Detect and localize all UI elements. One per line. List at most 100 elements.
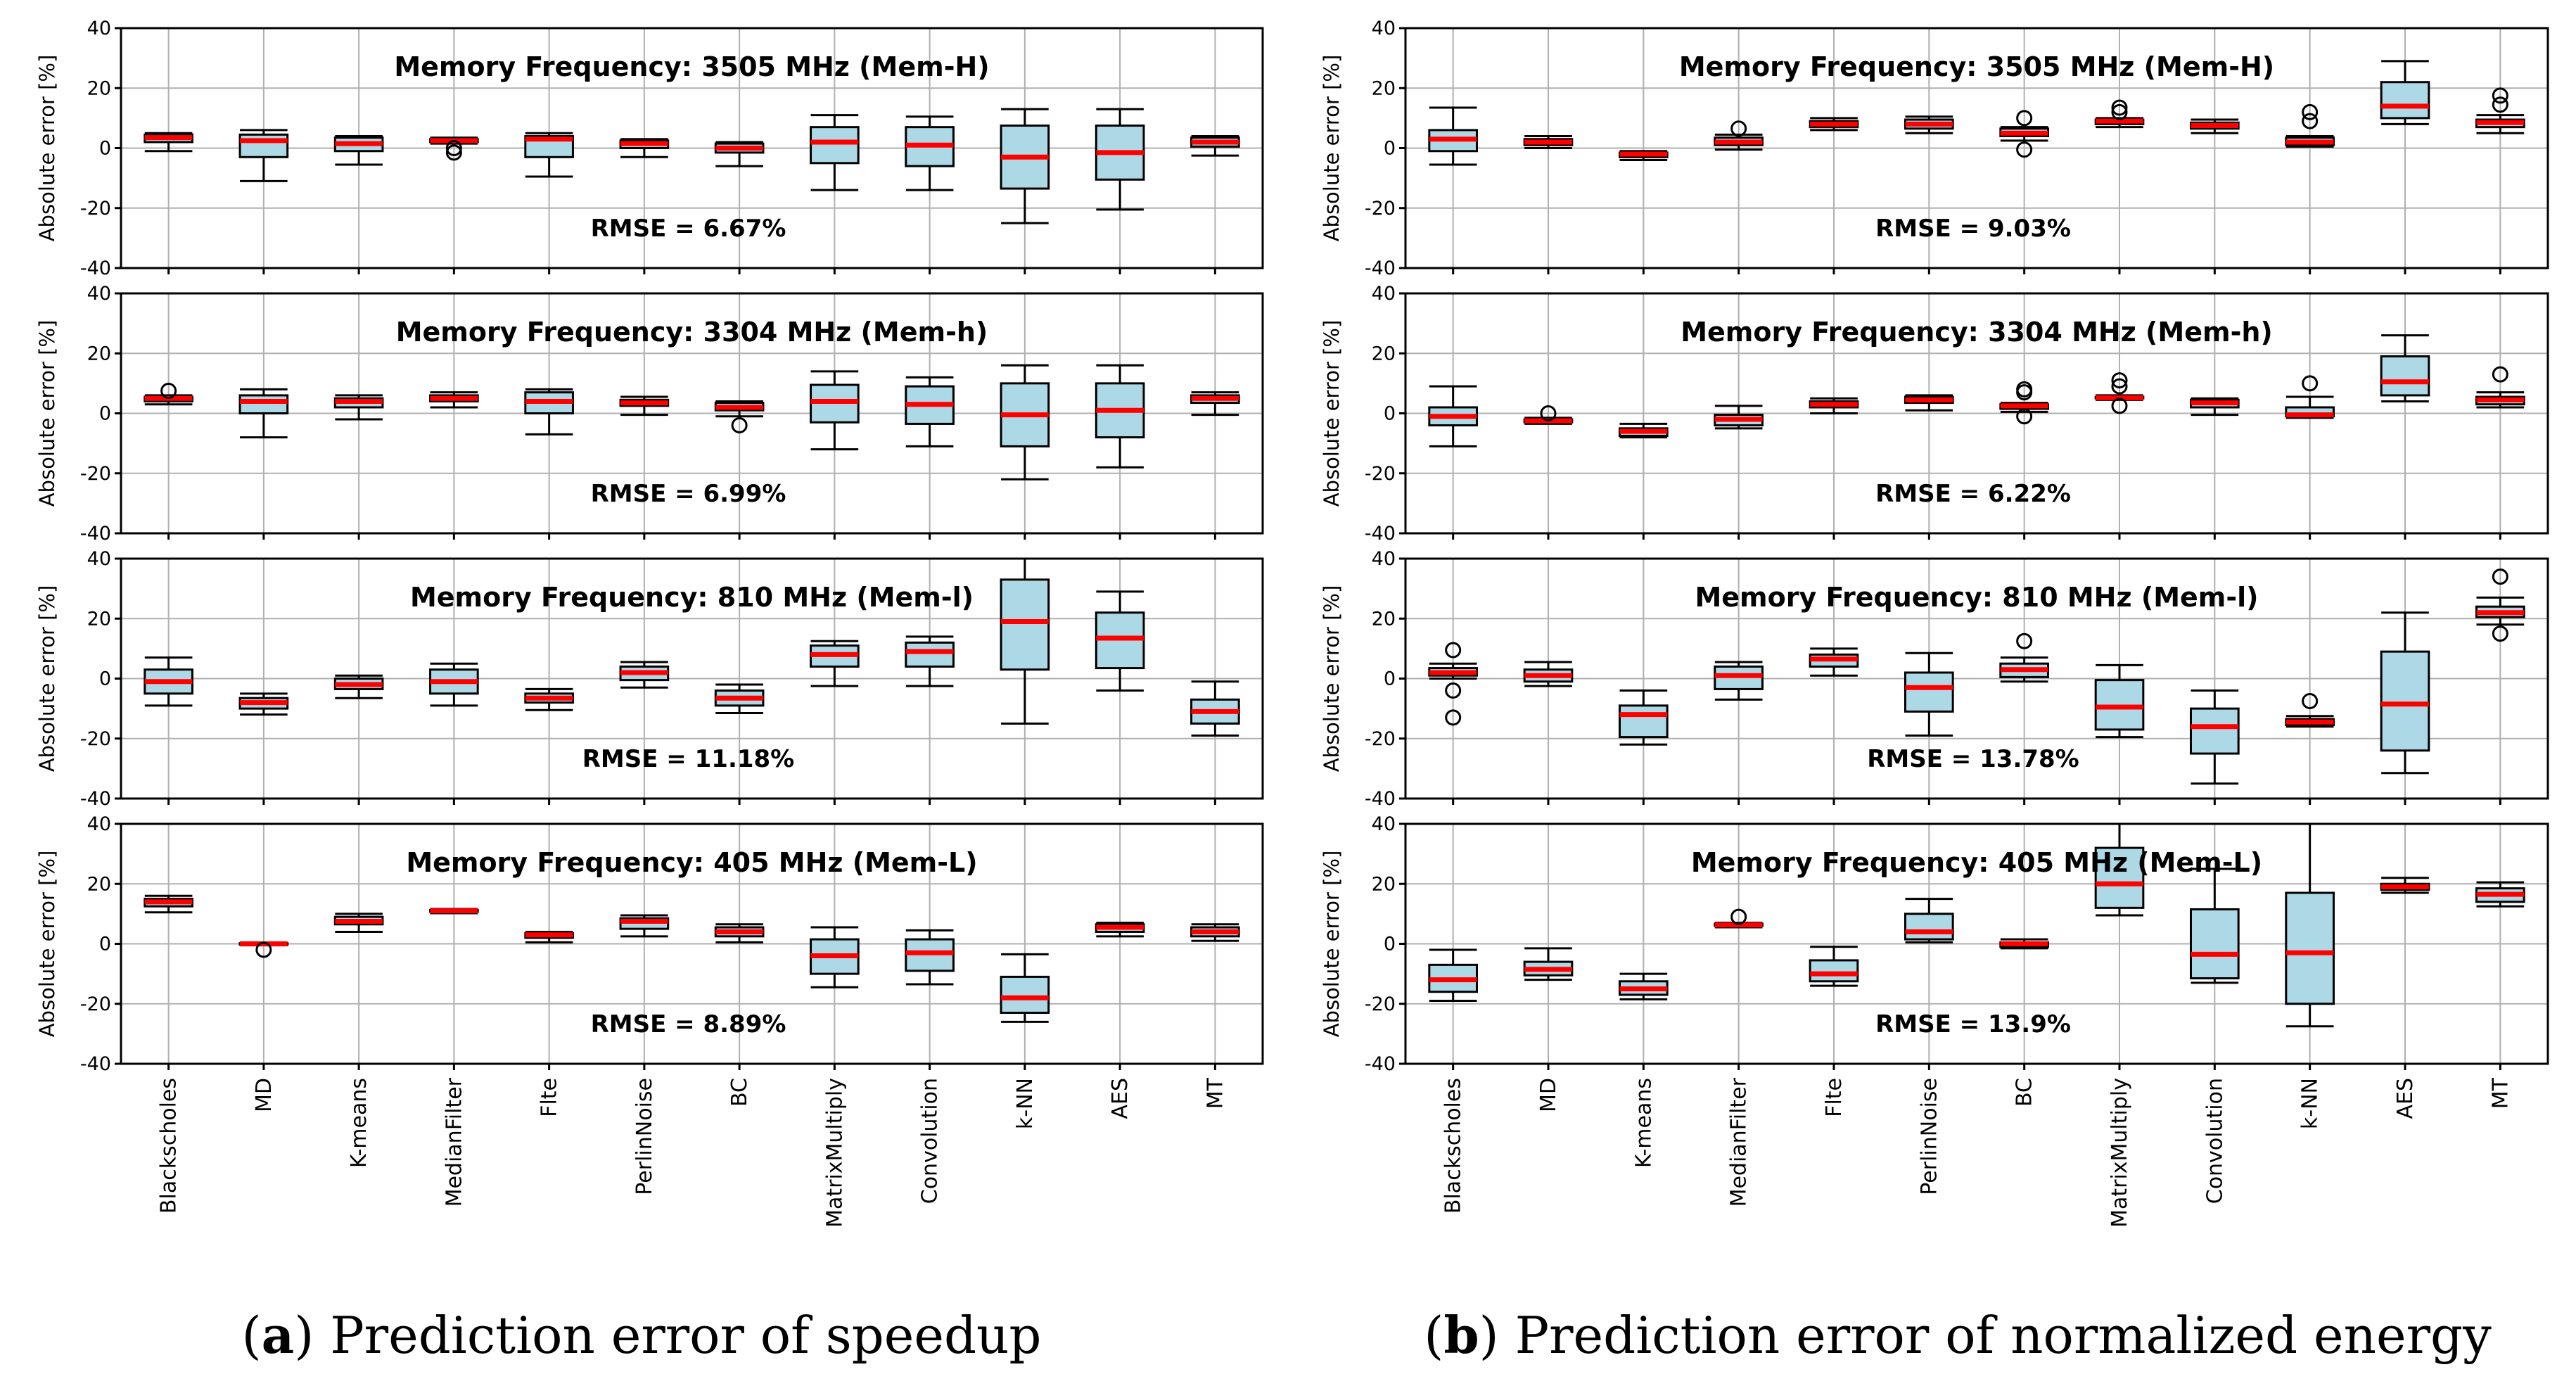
- box-Flte: [1809, 397, 1859, 414]
- box-Blackscholes: [1428, 948, 1479, 1002]
- box-K-means: [333, 394, 384, 421]
- box-MD: [238, 692, 289, 716]
- box-MedianFilter: [429, 136, 479, 161]
- x-category-label: K-means: [347, 1078, 371, 1168]
- box-PerlinNoise: [619, 661, 670, 689]
- box-k-NN: [2285, 692, 2335, 728]
- box-MD: [1523, 661, 1574, 687]
- box-MedianFilter: [429, 391, 479, 409]
- outlier-point: [2111, 378, 2128, 395]
- outlier-point: [2016, 632, 2033, 649]
- box-Flte: [524, 687, 574, 711]
- rmse-label: RMSE = 13.78%: [1867, 745, 2079, 773]
- box-iqr: [2094, 846, 2145, 909]
- box-MT: [1190, 680, 1240, 737]
- caption-b: (b) Prediction error of normalized energ…: [1424, 1305, 2492, 1365]
- box-MedianFilter: [1714, 405, 1764, 430]
- x-category-label: MD: [1536, 1078, 1561, 1112]
- box-PerlinNoise: [1904, 898, 1954, 943]
- y-tick-label: 40: [1372, 283, 1396, 305]
- y-tick-label: 0: [1384, 934, 1396, 955]
- box-Convolution: [2190, 118, 2240, 134]
- box-MD: [1523, 134, 1574, 149]
- box-MatrixMultiply: [810, 370, 860, 451]
- panel-b-4: -40 -20 0 20 40 Absolute error [%] Memory Freq…: [1320, 813, 2549, 1228]
- y-tick-label: -20: [80, 728, 111, 750]
- x-category-label: k-NN: [2298, 1078, 2323, 1129]
- y-tick-label: -20: [1365, 728, 1396, 750]
- box-MatrixMultiply: [810, 640, 860, 687]
- y-axis-label: Absolute error [%]: [35, 55, 59, 242]
- outlier-point: [2492, 96, 2508, 113]
- box-AES: [1095, 922, 1145, 938]
- box-BC: [1999, 938, 2049, 950]
- x-category-label: Flte: [1822, 1078, 1847, 1117]
- outlier-point: [160, 383, 177, 400]
- x-category-label: Flte: [537, 1078, 562, 1117]
- rmse-label: RMSE = 6.22%: [1875, 480, 2071, 508]
- x-category-label: K-means: [1631, 1078, 1656, 1168]
- box-Flte: [1809, 946, 1859, 987]
- box-AES: [2380, 334, 2430, 402]
- y-tick-label: -40: [80, 523, 111, 545]
- box-MT: [2475, 87, 2525, 134]
- box-MT: [1190, 391, 1240, 417]
- box-Blackscholes: [144, 383, 193, 406]
- outlier-point: [255, 941, 272, 958]
- y-axis-label: Absolute error [%]: [35, 851, 59, 1038]
- box-K-means: [1619, 972, 1669, 1000]
- outlier-point: [2111, 103, 2128, 120]
- box-AES: [1095, 590, 1145, 692]
- x-category-label: AES: [2393, 1078, 2418, 1119]
- box-K-means: [1619, 422, 1669, 439]
- x-category-label: MedianFilter: [442, 1077, 466, 1207]
- box-Convolution: [905, 376, 955, 447]
- x-category-label: Blackscholes: [157, 1078, 181, 1214]
- box-Blackscholes: [144, 894, 193, 914]
- box-Flte: [1809, 647, 1859, 677]
- box-k-NN: [2285, 103, 2335, 148]
- outlier-point: [1445, 642, 1462, 659]
- box-MedianFilter: [1714, 908, 1764, 929]
- box-MedianFilter: [1714, 661, 1764, 701]
- outlier-point: [2492, 366, 2508, 383]
- y-tick-label: 0: [1384, 668, 1396, 690]
- y-axis-label: Absolute error [%]: [1320, 851, 1344, 1038]
- box-iqr: [238, 394, 289, 414]
- box-AES: [1095, 364, 1145, 469]
- y-tick-label: -40: [1365, 523, 1396, 545]
- box-MT: [2475, 568, 2525, 642]
- box-K-means: [1619, 689, 1669, 746]
- y-tick-label: -40: [80, 258, 111, 279]
- x-category-label: BC: [2013, 1078, 2037, 1107]
- y-tick-label: -20: [1365, 993, 1396, 1015]
- y-tick-label: 40: [87, 548, 111, 570]
- y-tick-label: -40: [80, 1053, 111, 1075]
- box-MatrixMultiply: [2094, 99, 2145, 129]
- box-iqr: [2190, 707, 2240, 755]
- y-tick-label: 20: [1372, 608, 1396, 630]
- box-MedianFilter: [1714, 120, 1764, 151]
- box-Blackscholes: [144, 656, 193, 707]
- outlier-point: [2016, 408, 2033, 425]
- rmse-label: RMSE = 9.03%: [1875, 215, 2071, 243]
- box-BC: [714, 141, 765, 167]
- box-K-means: [333, 674, 384, 699]
- box-AES: [2380, 611, 2430, 775]
- rmse-label: RMSE = 6.67%: [591, 215, 786, 243]
- y-tick-label: -40: [1365, 788, 1396, 810]
- y-tick-label: 20: [1372, 873, 1396, 895]
- box-k-NN: [2285, 822, 2335, 1028]
- box-Blackscholes: [144, 132, 193, 153]
- y-tick-label: 40: [1372, 18, 1396, 39]
- box-Convolution: [2190, 689, 2240, 785]
- outlier-point: [1445, 709, 1462, 726]
- box-MatrixMultiply: [810, 926, 860, 988]
- box-AES: [2380, 877, 2430, 894]
- box-k-NN: [2285, 375, 2335, 419]
- y-tick-label: 40: [87, 813, 111, 835]
- x-category-label: AES: [1108, 1078, 1133, 1119]
- y-tick-label: 20: [1372, 77, 1396, 99]
- outlier-point: [2111, 372, 2128, 389]
- box-MT: [2475, 881, 2525, 908]
